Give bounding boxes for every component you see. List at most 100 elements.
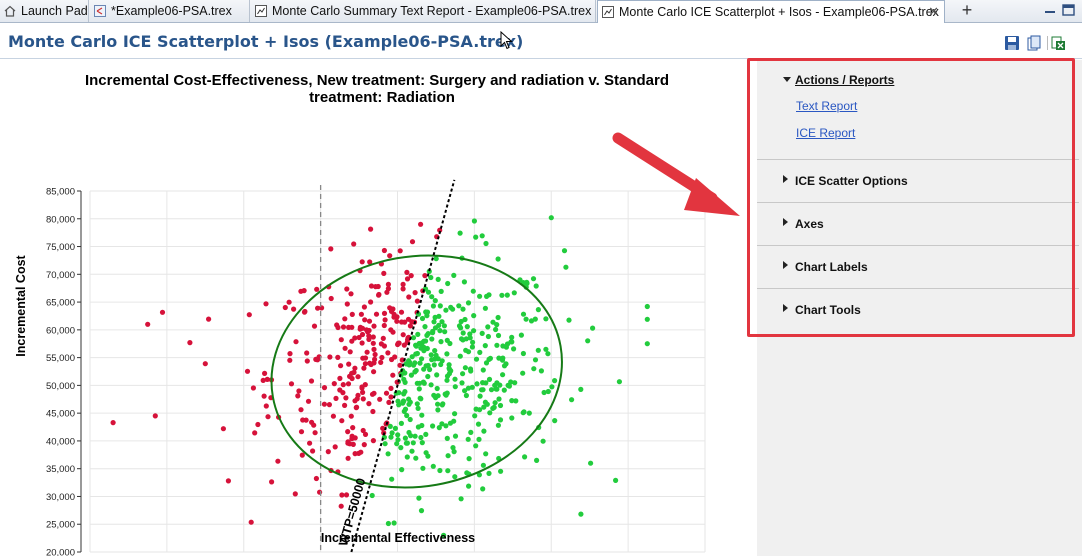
section-title: Chart Labels [795, 260, 868, 274]
scatter-point [298, 429, 305, 435]
ice-report-link[interactable]: ICE Report [796, 126, 856, 140]
scatter-point [412, 433, 418, 439]
scatter-point [264, 376, 270, 382]
scatter-point [436, 425, 442, 431]
scatter-point [416, 495, 422, 501]
scatter-point [490, 319, 496, 325]
scatter-point [500, 343, 506, 349]
window-controls [1045, 4, 1075, 16]
scatter-point [333, 395, 339, 401]
mouse-pointer-icon [500, 31, 513, 50]
scatter-point [347, 373, 353, 379]
scatter-point [340, 324, 347, 330]
scatter-point [402, 389, 408, 395]
scatter-point [352, 451, 358, 457]
export-excel-icon[interactable] [1047, 36, 1065, 50]
scatter-point [518, 332, 525, 338]
scatter-point [381, 247, 387, 254]
red-arrow-annotation [612, 132, 740, 216]
scatter-point [428, 274, 434, 281]
save-icon[interactable] [1005, 36, 1019, 50]
scatter-point [457, 230, 463, 236]
y-tick-label: 45,000 [46, 409, 75, 420]
scatter-point [382, 441, 388, 447]
scatter-point [414, 401, 420, 407]
axes-section[interactable]: Axes [757, 202, 1079, 245]
scatter-point [430, 303, 436, 309]
scatter-point [522, 454, 528, 460]
scatter-point [465, 300, 472, 306]
scatter-point [302, 308, 308, 315]
close-tab-icon[interactable]: ✕ [928, 4, 939, 19]
scatter-point [378, 341, 384, 347]
scatter-point [358, 311, 364, 317]
scatter-point [428, 352, 434, 358]
scatter-point [383, 390, 390, 396]
scatter-point [451, 272, 457, 278]
scatter-point [418, 508, 425, 514]
tab-example06-psa[interactable]: *Example06-PSA.trex [90, 0, 250, 22]
scatter-point [458, 496, 464, 502]
scatter-point [362, 355, 369, 361]
scatter-point [371, 346, 377, 352]
new-tab-button[interactable]: + [961, 0, 973, 20]
scatter-point [391, 311, 397, 317]
scatter-point [435, 407, 441, 413]
scatter-point [348, 413, 354, 419]
chevron-right-icon [783, 261, 788, 269]
scatter-point [404, 454, 410, 460]
editor-tab-bar: Launch Pad *Example06-PSA.trex Monte Car… [0, 0, 1082, 23]
wtp-line [350, 179, 456, 553]
scatter-point [468, 429, 474, 435]
scatter-point [405, 337, 411, 343]
scatter-point [342, 402, 348, 408]
maximize-icon[interactable] [1062, 4, 1075, 16]
scatter-point [552, 418, 558, 424]
tab-summary-text-report[interactable]: Monte Carlo Summary Text Report - Exampl… [251, 0, 596, 22]
scatter-point [484, 293, 490, 299]
scatter-point [389, 476, 395, 482]
scatter-point [380, 335, 386, 341]
scatter-point [435, 401, 441, 407]
scatter-point [445, 468, 451, 474]
text-report-link[interactable]: Text Report [796, 99, 858, 113]
scatter-point [220, 426, 226, 432]
scatter-point [339, 418, 345, 424]
scatter-point [308, 378, 315, 384]
scatter-point [298, 288, 304, 294]
scatter-point [372, 351, 378, 358]
scatter-point [145, 321, 151, 327]
scatter-point [385, 286, 391, 292]
actions-reports-title[interactable]: Actions / Reports [795, 73, 895, 87]
scatter-point [500, 372, 506, 378]
ice-scatter-options-section[interactable]: ICE Scatter Options [757, 159, 1079, 202]
editor-header: Monte Carlo ICE Scatterplot + Isos (Exam… [0, 23, 1082, 59]
chart-labels-section[interactable]: Chart Labels [757, 245, 1079, 288]
tab-ice-scatterplot[interactable]: Monte Carlo ICE Scatterplot + Isos - Exa… [597, 0, 945, 23]
scatter-point [309, 419, 315, 425]
scatter-point [330, 413, 336, 419]
minimize-icon[interactable] [1045, 11, 1055, 13]
scatter-point [390, 372, 396, 378]
scatter-point [437, 303, 443, 309]
scatter-point [187, 340, 193, 346]
scatter-point [425, 331, 431, 337]
chevron-down-icon[interactable] [783, 77, 791, 82]
scatter-point [388, 434, 394, 440]
scatter-point [381, 322, 387, 329]
scatter-point [398, 420, 404, 426]
scatter-point [399, 357, 405, 363]
scatter-point [531, 366, 537, 372]
tab-launch-pad[interactable]: Launch Pad [0, 0, 89, 22]
copy-icon[interactable] [1027, 35, 1041, 51]
scatter-point [452, 474, 458, 480]
scatter-point [444, 377, 450, 383]
scatter-point [337, 375, 343, 381]
scatter-point [469, 384, 475, 390]
x-axis-label: Incremental Effectiveness [321, 531, 475, 545]
scatter-point [338, 503, 344, 509]
scatter-point [441, 323, 447, 329]
scatter-point [473, 443, 479, 449]
chart-tools-section[interactable]: Chart Tools [757, 288, 1079, 331]
scatter-point [408, 372, 414, 378]
